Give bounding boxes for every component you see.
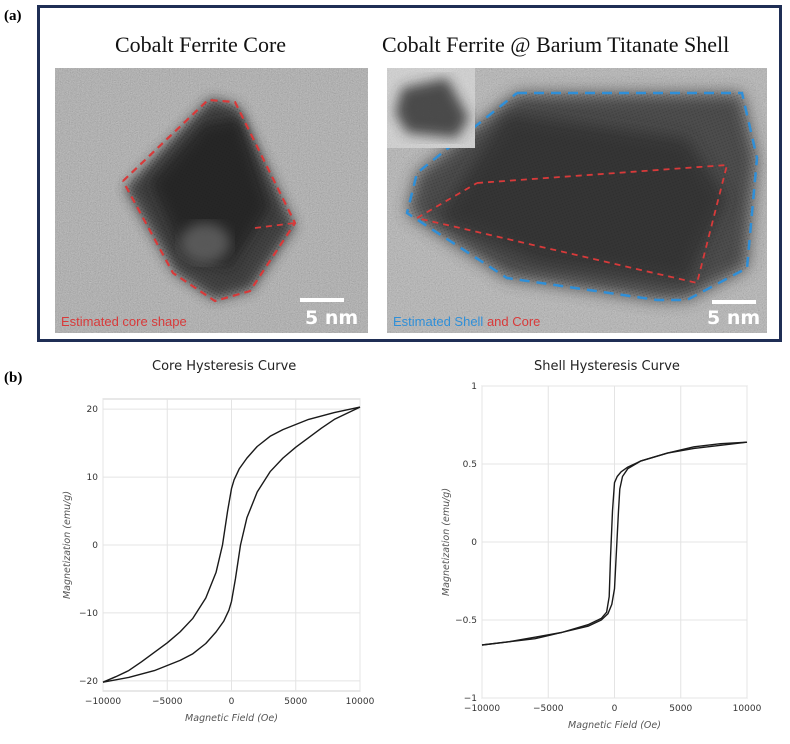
panel-a-label: (a) [4,8,22,24]
core-x-tick-label: 10000 [346,697,375,707]
core-x-tick-label: −5000 [152,697,183,707]
shell-label-part: Estimated Shell [393,314,487,329]
shell-y-axis-label: Magnetization (emu/g) [441,488,452,596]
core-shape-label: Estimated core shape [61,314,187,329]
core-image-title: Cobalt Ferrite Core [115,32,287,57]
shell-core-label: Estimated Shell and Core [393,314,540,329]
shell-y-tick-label: 1 [471,382,477,392]
core-label-part: and Core [486,314,541,329]
core-x-tick-label: −10000 [85,697,121,707]
panel-b-label: (b) [4,370,23,386]
core-hysteresis-branch-2 [102,406,361,683]
core-x-tick-label: 5000 [284,697,307,707]
shell-hysteresis-chart: −10000 −5000 0 5000 10000 −1 −0.5 0 0.5 1 Magnetic… [441,382,762,731]
shell-chart-title: Shell Hysteresis Curve [534,359,680,374]
core-y-tick-label: −20 [79,677,98,687]
shell-x-tick-label: 0 [612,704,618,714]
core-x-tick-label: 0 [229,697,235,707]
core-y-tick-label: −10 [79,609,98,619]
shell-x-tick-label: 10000 [733,704,762,714]
core-tem-image: 5 nm Estimated core shape [55,68,368,333]
core-y-tick-label: 20 [87,405,99,415]
shell-x-tick-label: −5000 [533,704,564,714]
core-hysteresis-branch-1 [102,406,361,683]
shell-scale-bar-label: 5 nm [707,307,761,329]
core-y-tick-label: 10 [87,473,99,483]
shell-x-tick-label: 5000 [669,704,692,714]
shell-tem-image: 5 nm Estimated Shell and Core [387,68,767,333]
core-x-axis-label: Magnetic Field (Oe) [185,713,278,724]
shell-x-axis-label: Magnetic Field (Oe) [568,720,661,731]
shell-hysteresis-branch-2 [481,441,748,646]
core-chart-title: Core Hysteresis Curve [152,359,297,374]
core-scale-bar-label: 5 nm [305,307,359,329]
shell-image-title: Cobalt Ferrite @ Barium Titanate Shell [382,32,730,57]
shell-y-tick-label: −0.5 [455,616,477,626]
core-y-tick-label: 0 [92,541,98,551]
shell-x-tick-label: −10000 [464,704,500,714]
shell-y-tick-label: −1 [464,694,477,704]
core-y-axis-label: Magnetization (emu/g) [62,491,73,599]
core-hysteresis-chart: −10000 −5000 0 5000 10000 −20 −10 0 10 20 Magnetic… [62,398,375,724]
shell-y-tick-label: 0 [471,538,477,548]
tem-figure-frame: Cobalt Ferrite Core Cobalt Ferrite @ Bar… [37,5,782,342]
shell-y-tick-label: 0.5 [463,460,477,470]
